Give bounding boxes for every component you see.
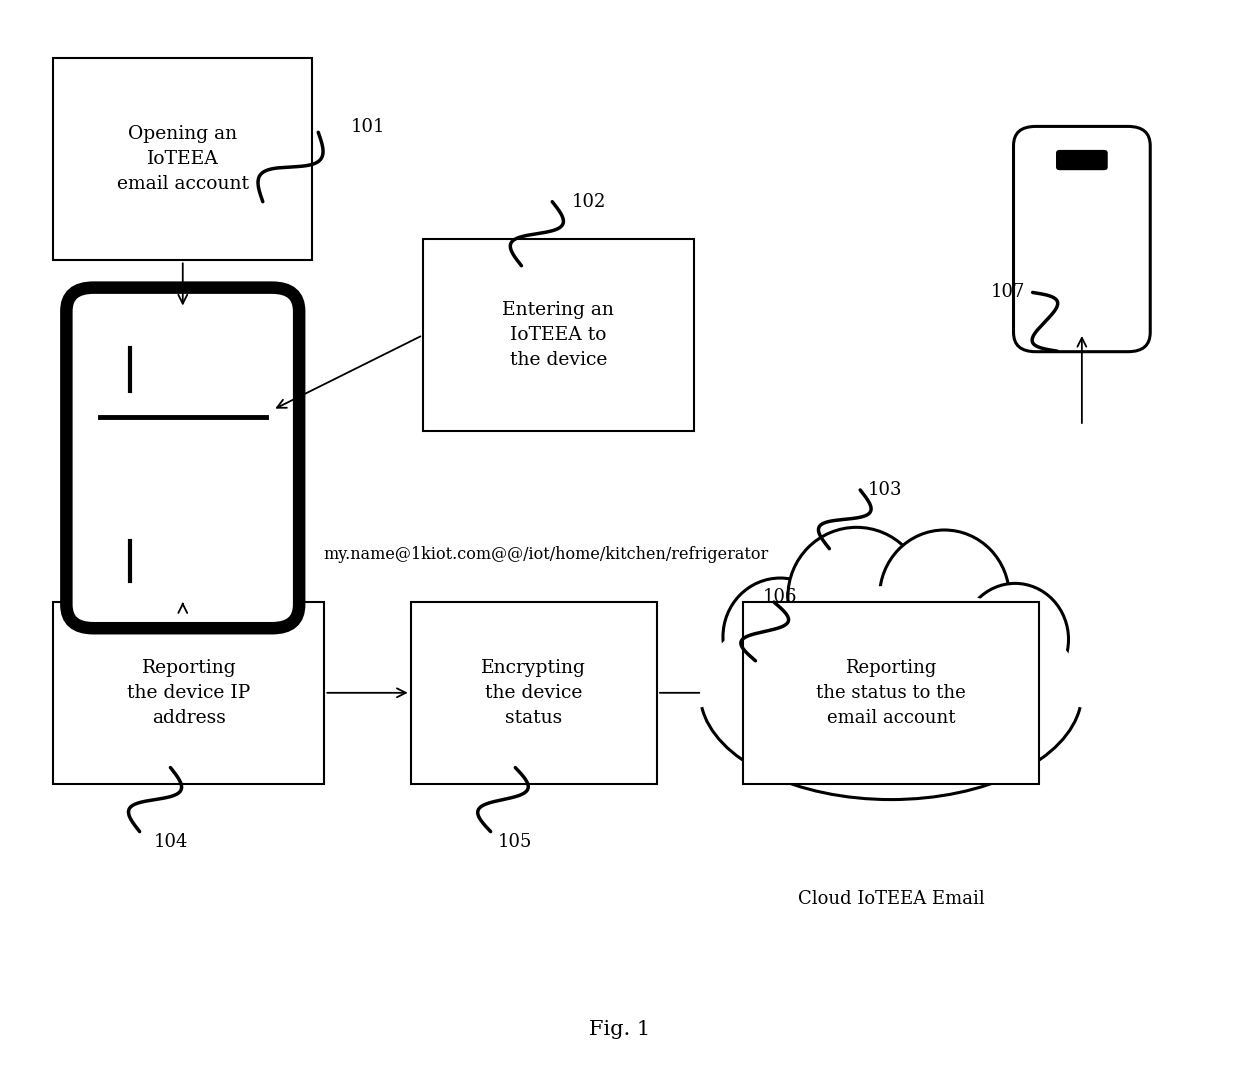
Bar [53,57,312,260]
Text: 107: 107 [991,283,1025,301]
Bar [410,603,657,783]
Ellipse shape [701,586,1081,799]
Text: Encrypting
the device
status: Encrypting the device status [481,659,587,726]
Text: Cloud IoTEEA Email: Cloud IoTEEA Email [797,890,985,908]
Text: my.name@1kiot.com@@/iot/home/kitchen/refrigerator: my.name@1kiot.com@@/iot/home/kitchen/ref… [324,546,769,563]
Bar [53,603,325,783]
Ellipse shape [879,530,1009,664]
FancyBboxPatch shape [67,287,299,628]
Text: 105: 105 [498,833,532,851]
Text: 102: 102 [572,193,606,211]
Text: Reporting
the device IP
address: Reporting the device IP address [128,659,250,726]
Text: Reporting
the status to the
email account: Reporting the status to the email accoun… [816,659,966,726]
Ellipse shape [961,583,1069,695]
Text: 101: 101 [350,118,384,136]
Bar [743,603,1039,783]
Text: Fig. 1: Fig. 1 [589,1020,651,1038]
Bar [423,239,694,431]
Text: 104: 104 [154,833,187,851]
FancyBboxPatch shape [1013,126,1151,352]
Text: Opening an
IoTEEA
email account: Opening an IoTEEA email account [117,125,249,193]
Text: 103: 103 [868,481,901,499]
Ellipse shape [787,527,925,666]
FancyBboxPatch shape [1056,150,1107,170]
Text: 106: 106 [763,587,797,606]
Ellipse shape [723,578,837,695]
Text: Entering an
IoTEEA to
the device: Entering an IoTEEA to the device [502,301,614,369]
